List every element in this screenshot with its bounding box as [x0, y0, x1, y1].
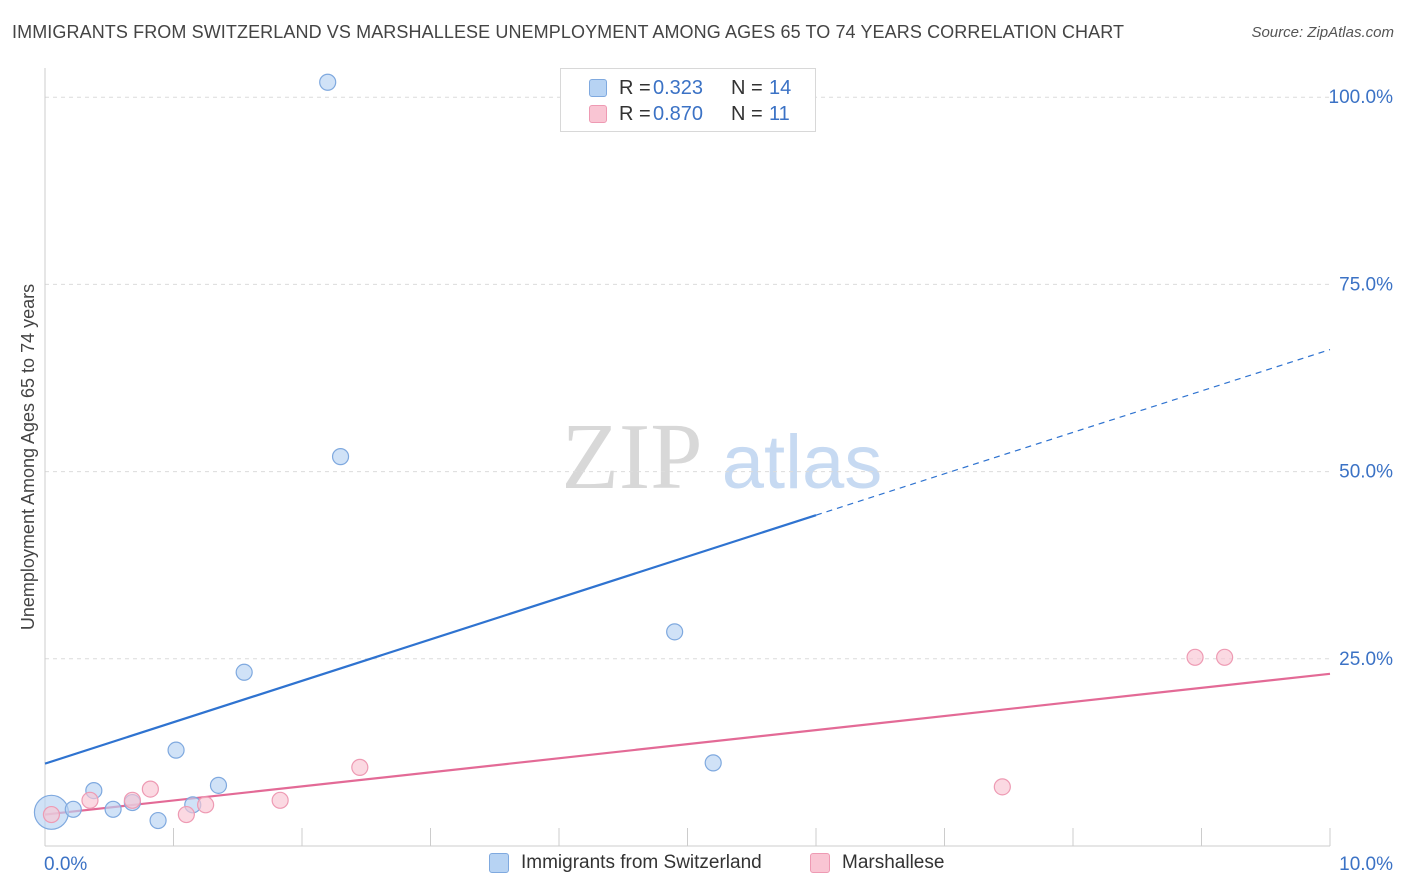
switzerland-point	[149, 811, 167, 830]
marshallese-swatch	[589, 105, 607, 123]
trend-line-solid	[44, 672, 1331, 816]
r-label: R =	[619, 76, 651, 99]
marshallese-point	[993, 778, 1011, 796]
switzerland-point	[704, 754, 722, 772]
switzerland-swatch	[589, 79, 607, 97]
switzerland-point	[331, 448, 350, 466]
marshallese-point	[123, 791, 141, 809]
legend-row-switzerland: R = 0.323 N = 14	[589, 76, 791, 100]
watermark: ZIP atlas	[562, 405, 883, 509]
y-tick-label: 100.0%	[1329, 87, 1394, 108]
trend-line-dashed	[815, 348, 1331, 516]
y-axis-title: Unemployment Among Ages 65 to 74 years	[18, 284, 38, 630]
switzerland-point	[104, 800, 122, 818]
marshallese-legend-swatch	[810, 853, 830, 873]
switzerland-point	[666, 623, 684, 641]
source-label: Source: ZipAtlas.com	[1251, 24, 1394, 41]
r-value: 0.870	[653, 102, 704, 125]
x-tick-label: 0.0%	[44, 854, 87, 875]
bottom-legend-switzerland: Immigrants from Switzerland	[489, 852, 762, 874]
switzerland-point	[167, 741, 185, 759]
bottom-legend-marshallese: Marshallese	[810, 852, 944, 874]
legend-row-marshallese: R = 0.870 N = 11	[589, 102, 790, 126]
r-label: R =	[619, 102, 651, 125]
marshallese-point	[197, 796, 215, 814]
watermark-zip: ZIP	[562, 405, 703, 509]
marshallese-point	[141, 780, 159, 798]
correlation-legend: R = 0.323 N = 14 R = 0.870 N = 11	[560, 68, 816, 132]
n-value: 11	[769, 102, 790, 125]
marshallese-legend-label: Marshallese	[842, 852, 945, 873]
watermark-atlas: atlas	[722, 420, 883, 505]
marshallese-point	[42, 805, 61, 824]
r-value: 0.323	[653, 76, 704, 99]
switzerland-point	[209, 776, 228, 794]
marshallese-point	[351, 758, 369, 776]
marshallese-point	[271, 791, 289, 809]
switzerland-legend-swatch	[489, 853, 509, 873]
switzerland-point	[235, 663, 253, 681]
marshallese-point	[177, 805, 195, 824]
switzerland-point	[64, 800, 82, 818]
x-tick-label: 10.0%	[1339, 854, 1393, 875]
y-tick-label: 75.0%	[1339, 274, 1393, 295]
n-label: N =	[731, 76, 763, 99]
switzerland-point	[319, 73, 337, 91]
chart-title: IMMIGRANTS FROM SWITZERLAND VS MARSHALLE…	[12, 22, 1125, 42]
switzerland-legend-label: Immigrants from Switzerland	[521, 852, 762, 873]
n-label: N =	[731, 102, 763, 125]
marshallese-point	[1186, 648, 1204, 666]
y-tick-label: 50.0%	[1339, 462, 1393, 483]
n-value: 14	[769, 76, 792, 99]
marshallese-point	[81, 791, 99, 809]
trend-line-solid	[44, 514, 817, 765]
y-tick-label: 25.0%	[1339, 649, 1393, 670]
marshallese-point	[1216, 648, 1234, 666]
